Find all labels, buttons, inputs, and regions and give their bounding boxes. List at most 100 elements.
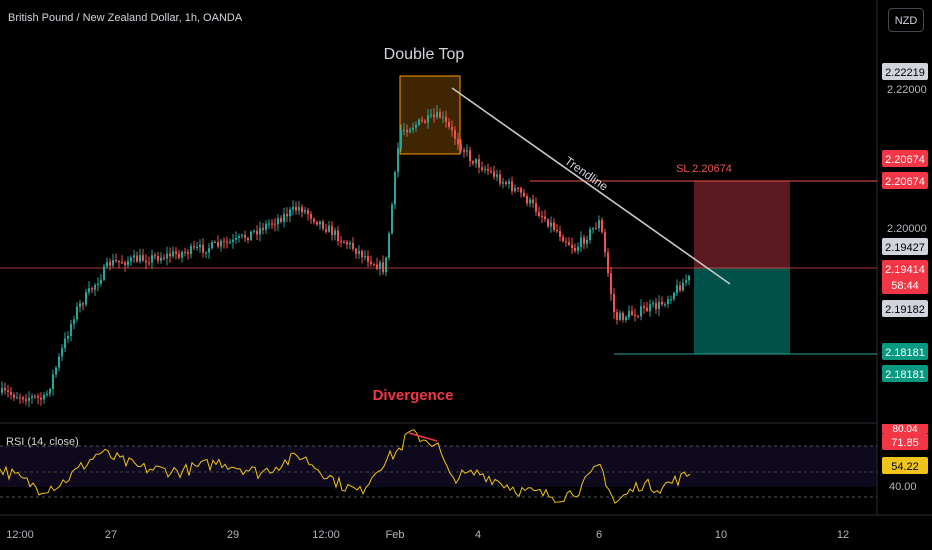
price-tag: 2.20674 [885, 154, 925, 166]
candle [4, 387, 6, 391]
candle [307, 210, 309, 215]
candle [181, 252, 183, 258]
candle [682, 282, 684, 291]
candle [55, 367, 57, 375]
candle [379, 262, 381, 269]
candle [136, 255, 138, 262]
candle [247, 238, 249, 240]
candle [406, 129, 408, 133]
candle [589, 229, 591, 240]
last-price-value: 2.19414 [885, 264, 925, 276]
candle [283, 214, 285, 222]
candle [313, 218, 315, 222]
candle [445, 116, 447, 122]
candle [289, 209, 291, 217]
candle [22, 397, 24, 400]
candle [88, 288, 90, 293]
candle [31, 396, 33, 398]
time-tick: 12 [837, 529, 849, 541]
candle [424, 120, 426, 123]
candle [175, 251, 177, 254]
candle [61, 348, 63, 357]
candle [502, 182, 504, 184]
price-tag-box [882, 343, 928, 360]
candle [217, 242, 219, 247]
candle [265, 223, 267, 230]
candle [94, 284, 96, 290]
candle [178, 253, 180, 258]
candle [586, 239, 588, 244]
candle [34, 396, 36, 398]
candle [193, 246, 195, 248]
symbol-title[interactable]: British Pound / New Zealand Dollar, 1h, … [8, 12, 243, 24]
candle [220, 241, 222, 247]
candle [391, 204, 393, 234]
candle [304, 210, 306, 213]
candle [58, 356, 60, 368]
candle [232, 239, 234, 242]
candle [400, 129, 402, 149]
candle [595, 228, 597, 230]
candle [484, 169, 486, 171]
stop-loss-zone[interactable] [694, 181, 790, 268]
candle [187, 252, 189, 254]
candle [256, 230, 258, 235]
candle [337, 230, 339, 242]
rsi-clipped-value: 80.04 [892, 424, 917, 435]
candle [685, 280, 687, 283]
candle [190, 246, 192, 254]
candle [544, 216, 546, 220]
currency-button[interactable]: NZD [888, 8, 924, 32]
price-tag: 2.19182 [885, 304, 925, 316]
candle [322, 221, 324, 229]
candle [436, 112, 438, 118]
price-tag: 2.19427 [885, 242, 925, 254]
price-tag-box [882, 63, 928, 80]
take-profit-zone[interactable] [694, 268, 790, 354]
candle [316, 221, 318, 225]
trendline[interactable] [451, 87, 731, 285]
candle [601, 220, 603, 233]
candle [52, 374, 54, 389]
candle [124, 262, 126, 265]
candle [631, 311, 633, 315]
candle [139, 255, 141, 262]
candle [430, 114, 432, 116]
candle [127, 261, 129, 266]
candle [298, 207, 300, 211]
candle [451, 126, 453, 131]
candle [547, 219, 549, 227]
divergence-line[interactable] [408, 432, 438, 442]
candle [121, 261, 123, 263]
candle [517, 188, 519, 189]
candle [250, 231, 252, 240]
candle [85, 292, 87, 305]
candle [676, 285, 678, 294]
rsi-band [0, 446, 877, 487]
candle [166, 253, 168, 259]
candle [25, 399, 27, 401]
candle [493, 171, 495, 177]
candle [235, 238, 237, 240]
candle [106, 262, 108, 267]
candle [16, 397, 18, 399]
candle [433, 114, 435, 118]
candle [463, 150, 465, 152]
candle [352, 243, 354, 249]
candle [580, 237, 582, 247]
candle [427, 115, 429, 123]
rsi-tag-box [882, 457, 928, 474]
candle [643, 306, 645, 308]
candle [616, 312, 618, 320]
candle [331, 225, 333, 235]
candle [286, 214, 288, 217]
candle [208, 248, 210, 253]
candle [10, 392, 12, 395]
candle [688, 276, 690, 281]
candle [169, 253, 171, 257]
candle [388, 233, 390, 258]
price-tag: 2.18181 [885, 369, 925, 381]
candle [280, 218, 282, 222]
sl-label: SL 2.20674 [676, 163, 732, 175]
